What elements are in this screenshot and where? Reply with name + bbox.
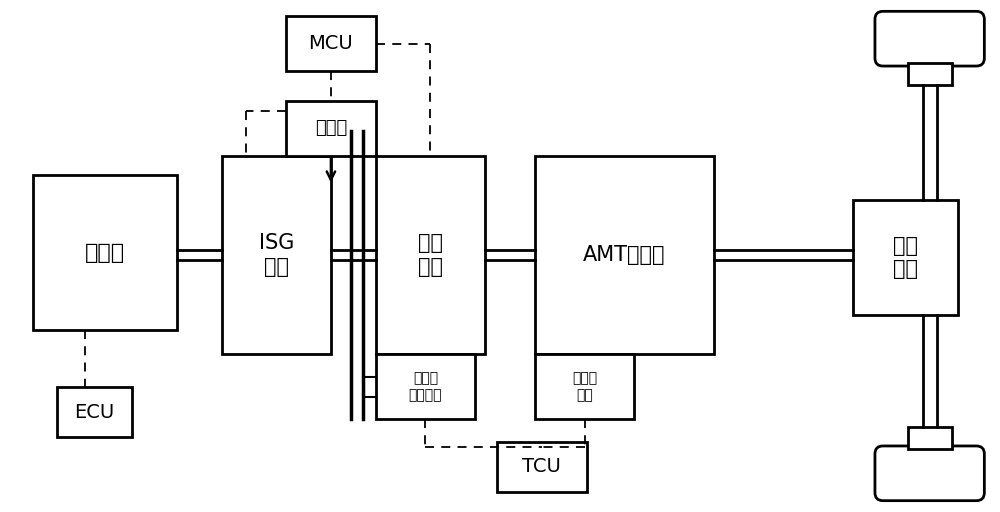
- Text: 离合器: 离合器: [315, 119, 347, 137]
- Text: ISG
电机: ISG 电机: [259, 233, 294, 276]
- Bar: [286, 16, 376, 71]
- Bar: [535, 156, 714, 354]
- Text: 主减
速器: 主减 速器: [893, 236, 918, 279]
- FancyBboxPatch shape: [875, 11, 984, 66]
- Text: AMT变速箱: AMT变速箱: [583, 245, 666, 265]
- Bar: [286, 101, 376, 156]
- Text: 发动机: 发动机: [85, 243, 125, 263]
- Bar: [535, 354, 634, 419]
- Text: TCU: TCU: [522, 457, 561, 476]
- Bar: [376, 354, 475, 419]
- Text: ECU: ECU: [75, 402, 115, 422]
- Bar: [497, 442, 587, 492]
- Text: 离合器
执行机构: 离合器 执行机构: [409, 372, 442, 402]
- Text: MCU: MCU: [309, 34, 353, 53]
- FancyBboxPatch shape: [875, 446, 984, 501]
- Bar: [908, 427, 952, 449]
- Bar: [222, 156, 331, 354]
- Bar: [57, 387, 132, 437]
- Bar: [376, 156, 485, 354]
- Text: 选换挡
机构: 选换挡 机构: [572, 372, 597, 402]
- Bar: [908, 63, 952, 85]
- Bar: [33, 176, 177, 330]
- Bar: [853, 200, 958, 315]
- Text: 驱动
电机: 驱动 电机: [418, 233, 443, 276]
